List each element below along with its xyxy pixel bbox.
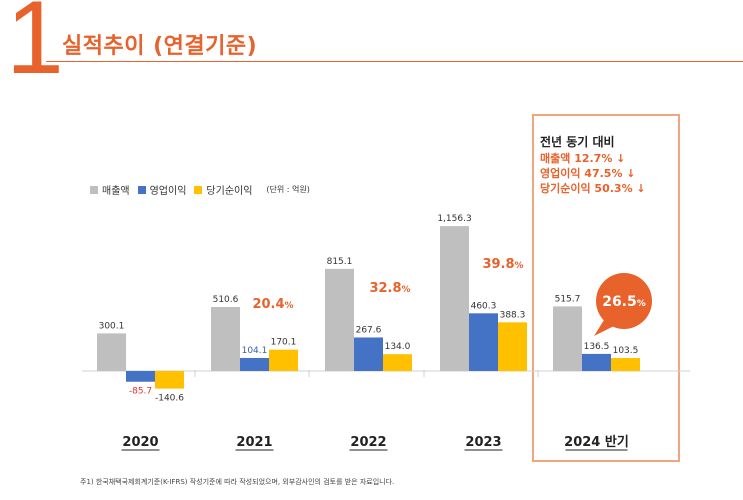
data-label-net-income-1: 170.1 bbox=[271, 338, 297, 348]
growth-rate-3: 39.8% bbox=[482, 257, 523, 272]
title-rule bbox=[46, 61, 743, 62]
category-label-3: 2023 bbox=[465, 435, 501, 450]
section-number: 1 bbox=[6, 0, 64, 96]
chart-legend: 매출액 영업이익 당기순이익 (단위 : 억원) bbox=[90, 182, 310, 197]
data-label-net-income-2: 134.0 bbox=[385, 342, 411, 352]
category-label-1: 2021 bbox=[236, 435, 272, 450]
bar-net-income-3 bbox=[498, 322, 527, 371]
legend-item-net-income: 당기순이익 bbox=[194, 182, 252, 197]
legend-swatch-net-income bbox=[194, 185, 203, 194]
yoy-title: 전년 동기 대비 bbox=[540, 135, 615, 149]
legend-item-revenue: 매출액 bbox=[90, 182, 130, 197]
data-label-operating-profit-3: 460.3 bbox=[471, 301, 497, 311]
yoy-net-income: 당기순이익 50.3% ↓ bbox=[540, 182, 646, 195]
bar-revenue-4 bbox=[553, 306, 582, 371]
bar-operating-profit-4 bbox=[582, 353, 611, 371]
data-label-revenue-3: 1,156.3 bbox=[437, 214, 471, 224]
data-label-revenue-1: 510.6 bbox=[213, 295, 239, 305]
data-label-operating-profit-2: 267.6 bbox=[356, 325, 382, 335]
bar-revenue-3 bbox=[440, 226, 469, 371]
bar-revenue-2 bbox=[325, 268, 354, 371]
bar-operating-profit-2 bbox=[354, 337, 383, 371]
legend-label-operating-profit: 영업이익 bbox=[149, 186, 187, 197]
growth-rate-1: 20.4% bbox=[252, 297, 293, 312]
bar-net-income-0 bbox=[155, 371, 184, 389]
bar-net-income-4 bbox=[611, 358, 640, 371]
bar-net-income-1 bbox=[269, 349, 298, 371]
footnote: 주1) 한국채택국제회계기준(K-IFRS) 작성기준에 따라 작성되었으며, … bbox=[80, 478, 395, 486]
data-label-net-income-0: -140.6 bbox=[155, 394, 184, 404]
highlight-box-2024 bbox=[532, 114, 680, 462]
bar-operating-profit-3 bbox=[469, 313, 498, 371]
data-label-operating-profit-1: 104.1 bbox=[242, 346, 268, 356]
bar-operating-profit-0 bbox=[126, 371, 155, 382]
data-label-net-income-3: 388.3 bbox=[500, 310, 526, 320]
yoy-operating-profit: 영업이익 47.5% ↓ bbox=[540, 167, 636, 180]
bar-revenue-1 bbox=[211, 307, 240, 371]
legend-swatch-operating-profit bbox=[137, 185, 146, 194]
growth-bubble bbox=[596, 273, 652, 329]
page-title: 실적추이 (연결기준) bbox=[62, 34, 258, 59]
data-label-operating-profit-4: 136.5 bbox=[584, 342, 610, 352]
category-label-4: 2024 반기 bbox=[564, 434, 629, 450]
category-label-0: 2020 bbox=[122, 435, 158, 450]
data-label-revenue-4: 515.7 bbox=[555, 294, 581, 304]
legend-item-operating-profit: 영업이익 bbox=[137, 182, 187, 197]
category-label-2: 2022 bbox=[350, 435, 386, 450]
bar-operating-profit-1 bbox=[240, 357, 269, 371]
data-label-revenue-2: 815.1 bbox=[327, 257, 353, 267]
growth-rate-2: 32.8% bbox=[369, 281, 410, 296]
bar-net-income-2 bbox=[383, 354, 412, 371]
bar-revenue-0 bbox=[97, 333, 126, 371]
legend-label-net-income: 당기순이익 bbox=[206, 186, 253, 197]
data-label-revenue-0: 300.1 bbox=[99, 321, 125, 331]
legend-unit: (단위 : 억원) bbox=[266, 185, 310, 194]
legend-label-revenue: 매출액 bbox=[102, 186, 130, 197]
data-label-net-income-4: 103.5 bbox=[613, 346, 639, 356]
yoy-revenue: 매출액 12.7% ↓ bbox=[540, 152, 626, 165]
legend-swatch-revenue bbox=[90, 185, 98, 194]
data-label-operating-profit-0: -85.7 bbox=[129, 387, 152, 397]
growth-rate-4: 26.5% bbox=[602, 294, 646, 310]
